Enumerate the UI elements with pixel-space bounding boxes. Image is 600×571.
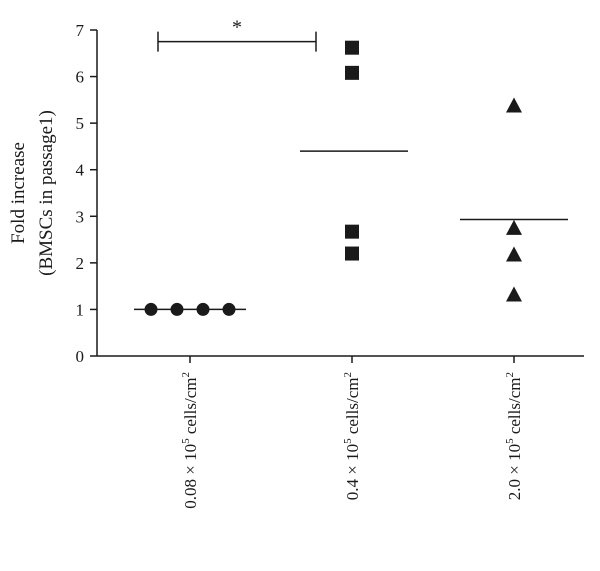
significance-marker: * [232, 17, 242, 39]
y-tick-label: 7 [76, 21, 85, 40]
data-points [144, 40, 522, 316]
y-axis-title-line1: Fold increase [8, 142, 29, 244]
y-tick-label: 4 [76, 161, 85, 180]
data-point-triangle [506, 286, 522, 302]
data-point-circle [144, 302, 158, 316]
y-axis-ticks: 0 1 2 3 4 5 6 7 [76, 21, 97, 366]
y-axis-title: Fold increase (BMSCs in passage1) [8, 110, 57, 276]
data-point-square [345, 246, 359, 261]
x-axis-ticks: 0.08 × 105 cells/cm2 0.4 × 105 cells/cm2 2… [180, 356, 524, 509]
x-category-label: 0.4 × 105 cells/cm2 [342, 372, 362, 500]
data-point-circle [222, 302, 236, 316]
significance-bracket: * [157, 17, 317, 52]
data-point-triangle [506, 219, 522, 235]
data-point-circle [170, 302, 184, 316]
x-category-label: 2.0 × 105 cells/cm2 [504, 372, 524, 500]
y-tick-label: 1 [76, 300, 85, 319]
y-axis-title-line2: (BMSCs in passage1) [36, 110, 57, 276]
x-category-label: 0.08 × 105 cells/cm2 [180, 372, 200, 509]
data-point-square [345, 40, 359, 55]
data-point-circle [196, 302, 210, 316]
data-point-square [345, 224, 359, 239]
data-point-triangle [506, 246, 522, 262]
y-tick-label: 3 [76, 207, 85, 226]
data-point-square [345, 65, 359, 80]
y-tick-label: 0 [76, 347, 85, 366]
y-tick-label: 5 [76, 114, 85, 133]
axes [96, 30, 584, 357]
y-tick-label: 6 [76, 68, 85, 87]
data-point-triangle [506, 97, 522, 113]
y-tick-label: 2 [76, 254, 85, 273]
